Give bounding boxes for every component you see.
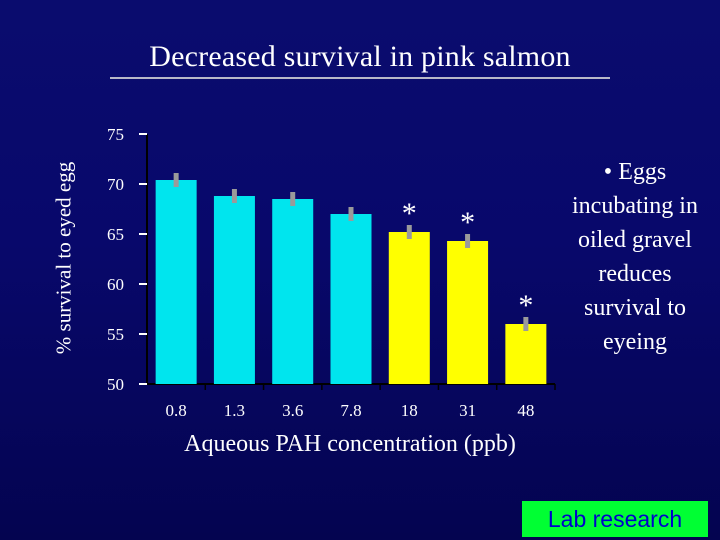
y-tick-label: 50 [107, 375, 124, 394]
x-tick-label: 1.3 [224, 401, 245, 420]
significance-marker: * [460, 206, 475, 239]
title-underline [110, 77, 610, 79]
bar [447, 241, 489, 384]
bar [505, 324, 547, 384]
side-note: • Eggs incubating in oiled gravel reduce… [572, 159, 698, 355]
x-tick-label: 7.8 [340, 401, 361, 420]
x-axis-label: Aqueous PAH concentration (ppb) [184, 431, 516, 457]
bar [388, 232, 430, 384]
lab-research-badge: Lab research [522, 501, 708, 537]
x-tick-label: 48 [517, 401, 534, 420]
x-tick-label: 31 [459, 401, 476, 420]
y-tick-label: 55 [107, 325, 124, 344]
y-tick-label: 70 [107, 175, 124, 194]
bar [213, 196, 255, 384]
x-tick-label: 0.8 [166, 401, 187, 420]
significance-marker: * [518, 289, 533, 322]
x-tick-label: 3.6 [282, 401, 303, 420]
bar [272, 199, 314, 384]
significance-marker: * [402, 197, 417, 230]
chart-title: Decreased survival in pink salmon [149, 40, 571, 73]
x-tick-label: 18 [401, 401, 418, 420]
bar [330, 214, 372, 384]
bar [155, 180, 197, 384]
y-tick-label: 75 [107, 125, 124, 144]
y-tick-label: 65 [107, 225, 124, 244]
y-tick-label: 60 [107, 275, 124, 294]
